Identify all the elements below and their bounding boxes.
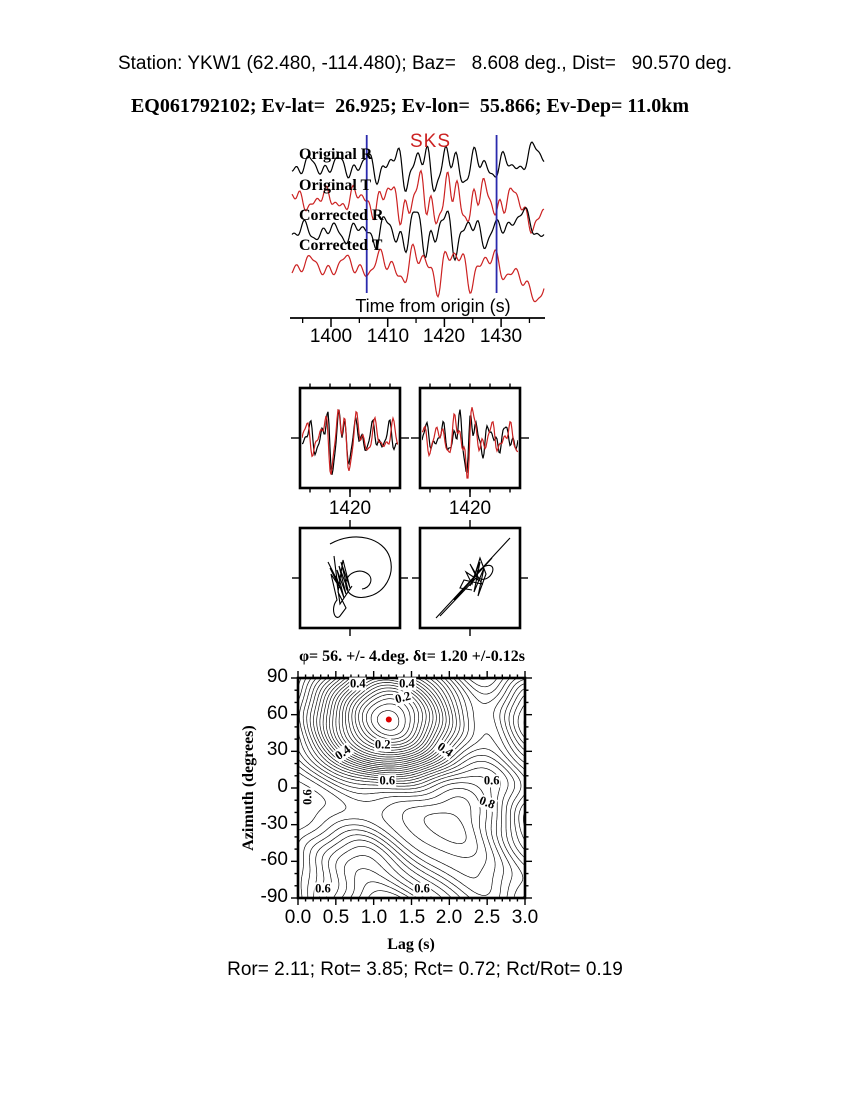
contour-level-label: 0.4 xyxy=(398,676,416,691)
azimuth-tick-label: 90 xyxy=(266,666,288,687)
window-tick-label: 1420 xyxy=(448,498,492,519)
lag-tick-label: 3.0 xyxy=(511,907,539,928)
trace-label-original-r: Original R xyxy=(299,146,373,163)
time-tick-label: 1400 xyxy=(309,326,353,347)
lag-tick-label: 2.5 xyxy=(473,907,501,928)
best-fit-marker xyxy=(385,716,392,723)
window-tick-label: 1420 xyxy=(328,498,372,519)
window-seismogram-box xyxy=(291,383,409,497)
lag-axis-label: Lag (s) xyxy=(387,936,435,953)
time-tick-label: 1420 xyxy=(422,326,466,347)
seismogram-traces xyxy=(291,141,545,303)
original-particle-motion xyxy=(292,520,408,636)
result-summary: Ror= 2.11; Rot= 3.85; Rct= 0.72; Rct/Rot… xyxy=(227,959,623,980)
azimuth-tick-label: -30 xyxy=(260,813,288,834)
window-seismogram-box xyxy=(411,383,529,497)
contour-level-label: 0.6 xyxy=(482,773,501,788)
azimuth-tick-label: 30 xyxy=(266,739,288,760)
lag-tick-label: 0.5 xyxy=(322,907,350,928)
event-header: EQ061792102; Ev-lat= 26.925; Ev-lon= 55.… xyxy=(130,95,690,117)
trace-label-corrected-r: Corrected R xyxy=(299,207,384,224)
lag-tick-label: 0.0 xyxy=(284,907,312,928)
contour-level-label: 0.6 xyxy=(413,881,431,896)
azimuth-tick-label: -90 xyxy=(260,886,288,907)
station-header: Station: YKW1 (62.480, -114.480); Baz= 8… xyxy=(117,53,733,74)
lag-tick-label: 1.0 xyxy=(360,907,388,928)
contour-level-label: 0.6 xyxy=(300,787,315,806)
lag-tick-label: 2.0 xyxy=(435,907,463,928)
corrected-particle-motion xyxy=(412,520,528,636)
phase-label: SKS xyxy=(410,131,452,152)
azimuth-tick-label: 60 xyxy=(266,703,288,724)
lag-tick-label: 1.5 xyxy=(398,907,426,928)
time-axis xyxy=(290,317,545,327)
time-tick-label: 1430 xyxy=(479,326,523,347)
analysis-window-lines xyxy=(365,135,498,293)
time-axis-label: Time from origin (s) xyxy=(355,296,511,316)
error-surface-contours xyxy=(297,677,526,899)
contour-title: φ= 56. +/- 4.deg. δt= 1.20 +/-0.12s xyxy=(299,648,525,665)
time-tick-label: 1410 xyxy=(366,326,410,347)
contour-level-label: 0.4 xyxy=(348,676,367,691)
trace-label-corrected-t: Corrected T xyxy=(299,237,383,254)
contour-level-label: 0.6 xyxy=(378,773,397,788)
azimuth-tick-label: 0 xyxy=(277,776,288,797)
contour-level-label: 0.6 xyxy=(314,881,332,896)
azimuth-tick-label: -60 xyxy=(260,849,288,870)
azimuth-axis-label: Azimuth (degrees) xyxy=(240,725,258,851)
trace-label-original-t: Original T xyxy=(299,177,372,194)
contour-level-label: 0.2 xyxy=(373,737,392,752)
